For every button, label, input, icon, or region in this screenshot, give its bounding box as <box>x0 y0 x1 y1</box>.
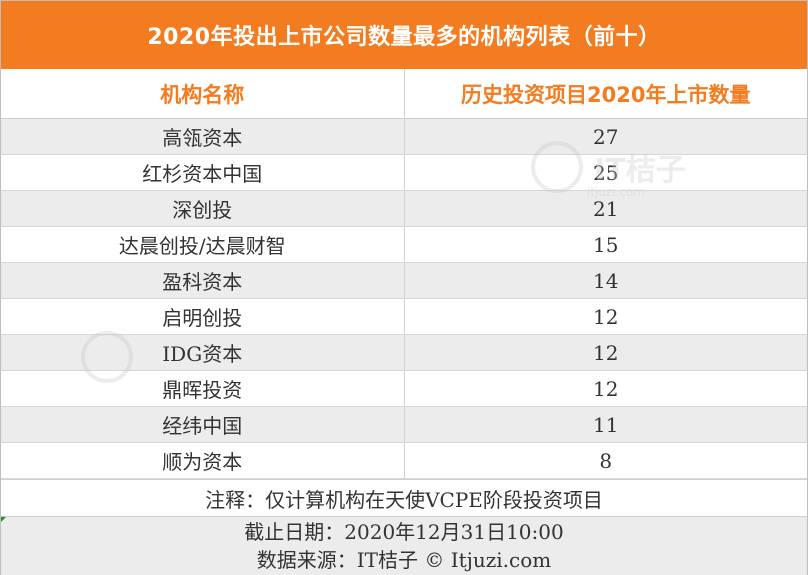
institution-name-cell: 盈科资本 <box>1 262 404 299</box>
column-header-ipo-count: 历史投资项目2020年上市数量 <box>403 69 807 119</box>
table-footer: 截止日期：2020年12月31日10:00 数据来源：IT桔子 © Itjuzi… <box>1 517 807 575</box>
institution-name-cell: 达晨创投/达晨财智 <box>1 226 404 263</box>
table-row: 红杉资本中国 25 <box>1 154 807 191</box>
table-row: 盈科资本 14 <box>1 262 807 299</box>
table-title: 2020年投出上市公司数量最多的机构列表（前十） <box>1 1 807 69</box>
ipo-count-cell: 15 <box>403 226 807 263</box>
institution-name-cell: 深创投 <box>1 190 404 227</box>
table-row: 达晨创投/达晨财智 15 <box>1 226 807 263</box>
deadline-text: 截止日期：2020年12月31日10:00 <box>244 520 564 544</box>
cell-corner-marker <box>1 517 6 522</box>
table-note: 注释：仅计算机构在天使VCPE阶段投资项目 <box>1 479 807 517</box>
ipo-count-cell: 27 <box>403 118 807 155</box>
ipo-count-cell: 11 <box>403 406 807 443</box>
table-row: 高瓴资本 27 <box>1 118 807 155</box>
table-body: 高瓴资本 27 红杉资本中国 25 深创投 21 达晨创投/达晨财智 15 盈科资本 14 启明创投… <box>1 118 807 479</box>
ipo-count-cell: 12 <box>403 370 807 407</box>
institution-name-cell: 顺为资本 <box>1 442 404 479</box>
table-row: 深创投 21 <box>1 190 807 227</box>
table-row: IDG资本 12 <box>1 334 807 371</box>
ipo-count-cell: 14 <box>403 262 807 299</box>
institution-name-cell: 高瓴资本 <box>1 118 404 155</box>
column-header-institution: 机构名称 <box>1 69 404 119</box>
ipo-count-cell: 12 <box>403 298 807 335</box>
table-row: 启明创投 12 <box>1 298 807 335</box>
institution-name-cell: 经纬中国 <box>1 406 404 443</box>
table-row: 顺为资本 8 <box>1 442 807 479</box>
table-row: 经纬中国 11 <box>1 406 807 443</box>
institution-name-cell: 启明创投 <box>1 298 404 335</box>
table-row: 鼎晖投资 12 <box>1 370 807 407</box>
ipo-count-cell: 25 <box>403 154 807 191</box>
source-text: 数据来源：IT桔子 © Itjuzi.com <box>256 548 552 572</box>
institution-name-cell: IDG资本 <box>1 334 404 371</box>
ranking-table: 机构名称 历史投资项目2020年上市数量 高瓴资本 27 红杉资本中国 25 深创投 21… <box>1 69 807 479</box>
ipo-count-cell: 12 <box>403 334 807 371</box>
table-header-row: 机构名称 历史投资项目2020年上市数量 <box>1 69 807 119</box>
ipo-count-cell: 8 <box>403 442 807 479</box>
ipo-count-cell: 21 <box>403 190 807 227</box>
institution-name-cell: 红杉资本中国 <box>1 154 404 191</box>
institution-name-cell: 鼎晖投资 <box>1 370 404 407</box>
